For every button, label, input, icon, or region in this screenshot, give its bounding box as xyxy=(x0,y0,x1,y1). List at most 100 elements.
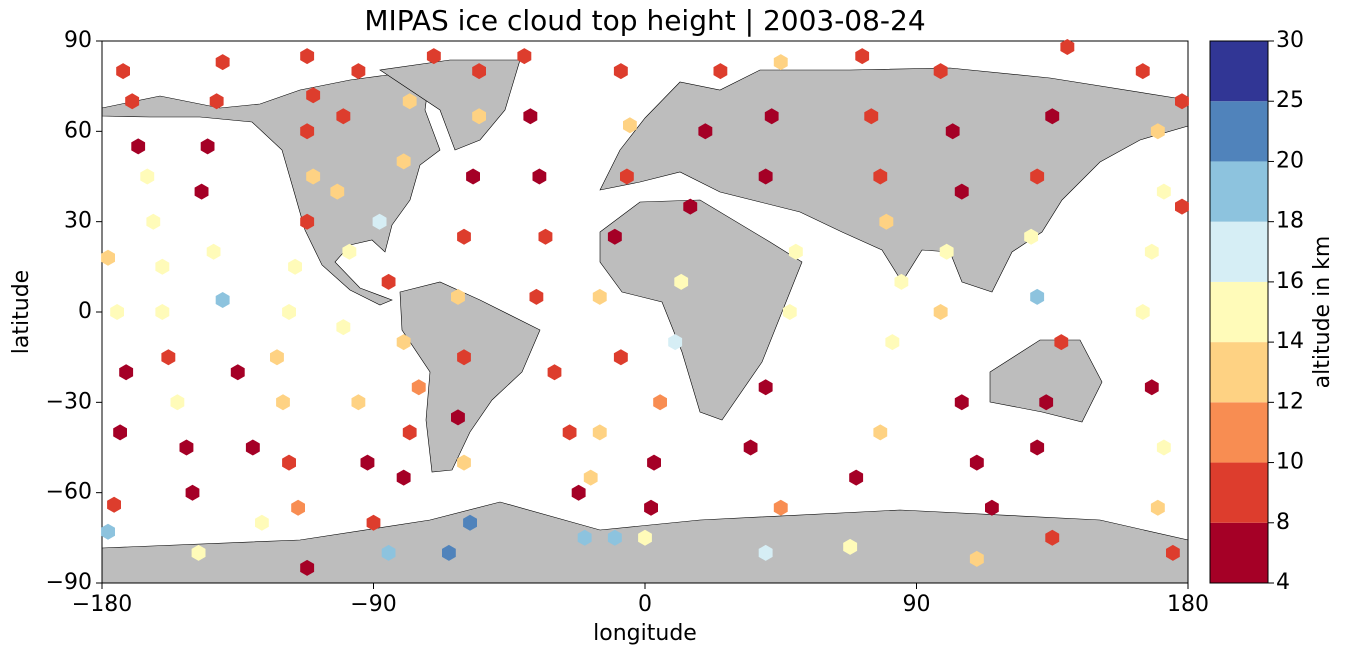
colorbar-tick-label: 14 xyxy=(1276,329,1304,354)
colorbar-segment xyxy=(1210,101,1268,162)
cloud-point xyxy=(457,228,471,245)
colorbar-segment xyxy=(1210,402,1268,463)
cloud-point xyxy=(583,469,598,486)
cloud-point xyxy=(1156,439,1171,456)
cloud-point xyxy=(562,424,577,441)
cloud-point xyxy=(623,117,637,134)
cloud-point xyxy=(538,228,553,245)
cloud-point xyxy=(200,138,215,155)
cloud-point xyxy=(116,63,130,80)
cloud-point xyxy=(215,292,230,308)
cloud-point xyxy=(698,123,713,140)
cloud-point xyxy=(170,394,185,411)
cloud-point xyxy=(933,63,948,80)
cloud-point xyxy=(933,304,948,320)
cloud-point xyxy=(411,379,426,396)
cloud-point xyxy=(155,304,170,320)
cloud-point xyxy=(330,183,345,200)
cloud-point xyxy=(119,364,134,381)
cloud-point xyxy=(782,304,797,320)
x-tick-label: −90 xyxy=(350,592,396,617)
colorbar-tick-label: 12 xyxy=(1276,389,1304,414)
y-tick-label: −60 xyxy=(46,480,92,505)
cloud-point xyxy=(644,499,658,516)
colorbar-tick-label: 20 xyxy=(1276,148,1304,173)
cloud-point xyxy=(843,538,858,555)
cloud-point xyxy=(194,183,209,200)
cloud-point xyxy=(300,48,315,65)
cloud-point xyxy=(674,273,689,290)
cloud-point xyxy=(620,168,634,185)
cloud-point xyxy=(1045,529,1060,546)
cloud-point xyxy=(442,544,456,561)
cloud-point xyxy=(969,550,984,567)
cloud-point xyxy=(1030,439,1045,456)
cloud-point xyxy=(1045,108,1060,125)
colorbar-frame xyxy=(1209,40,1269,584)
colorbar-segment xyxy=(1210,462,1268,523)
cloud-point xyxy=(101,249,115,266)
cloud-point xyxy=(336,319,351,336)
colorbar-tick-label: 18 xyxy=(1276,209,1304,234)
cloud-point xyxy=(300,123,315,140)
cloud-point xyxy=(179,439,194,456)
y-axis-label: latitude xyxy=(9,270,34,354)
colorbar-tick-label: 25 xyxy=(1276,88,1304,113)
colorbar-segment xyxy=(1210,221,1268,282)
cloud-point xyxy=(764,108,779,125)
colorbar-tick-label: 4 xyxy=(1276,570,1290,595)
cloud-point xyxy=(396,469,411,486)
cloud-point xyxy=(668,334,683,351)
y-tick-label: 0 xyxy=(78,299,92,324)
cloud-point xyxy=(1030,288,1045,305)
cloud-point xyxy=(185,484,200,501)
cloud-point xyxy=(255,514,269,531)
cloud-point xyxy=(360,454,375,471)
cloud-point xyxy=(592,288,607,305)
cloud-point xyxy=(146,213,161,230)
cloud-point xyxy=(209,93,224,110)
x-axis-label: longitude xyxy=(593,621,697,646)
cloud-point xyxy=(396,334,411,351)
cloud-point xyxy=(276,394,290,411)
x-tick-label: 90 xyxy=(903,592,931,617)
cloud-point xyxy=(607,228,622,245)
cloud-point xyxy=(613,63,628,80)
cloud-point xyxy=(1054,334,1069,351)
cloud-point xyxy=(879,213,894,230)
cloud-point xyxy=(855,48,870,65)
cloud-point xyxy=(1175,93,1189,110)
cloud-point xyxy=(1135,304,1150,320)
cloud-point xyxy=(342,243,357,260)
cloud-point xyxy=(1060,39,1075,55)
cloud-point xyxy=(466,168,480,185)
cloud-point xyxy=(451,288,465,305)
cloud-point xyxy=(306,87,321,104)
cloud-point xyxy=(1156,183,1171,200)
cloud-point xyxy=(161,349,176,366)
x-tick-label: −180 xyxy=(72,592,132,617)
cloud-point xyxy=(1175,198,1189,215)
cloud-point xyxy=(758,168,773,185)
x-tick-label: 0 xyxy=(638,592,652,617)
cloud-point xyxy=(954,183,969,200)
y-tick-label: 90 xyxy=(64,28,92,53)
cloud-point xyxy=(523,108,538,125)
y-tick-label: −30 xyxy=(46,389,92,414)
colorbar-segment xyxy=(1210,281,1268,343)
cloud-point xyxy=(101,523,115,540)
cloud-point xyxy=(288,258,302,275)
cloud-point xyxy=(131,138,146,155)
cloud-point xyxy=(300,559,315,576)
cloud-point xyxy=(155,258,170,275)
cloud-point xyxy=(653,394,667,411)
cloud-point xyxy=(351,63,366,80)
cloud-point xyxy=(125,93,140,110)
cloud-point xyxy=(191,544,206,561)
cloud-point xyxy=(472,108,486,125)
cloud-point xyxy=(457,349,471,366)
cloud-point xyxy=(300,213,315,230)
cloud-point xyxy=(1150,499,1165,516)
y-tick-label: 60 xyxy=(64,118,92,143)
